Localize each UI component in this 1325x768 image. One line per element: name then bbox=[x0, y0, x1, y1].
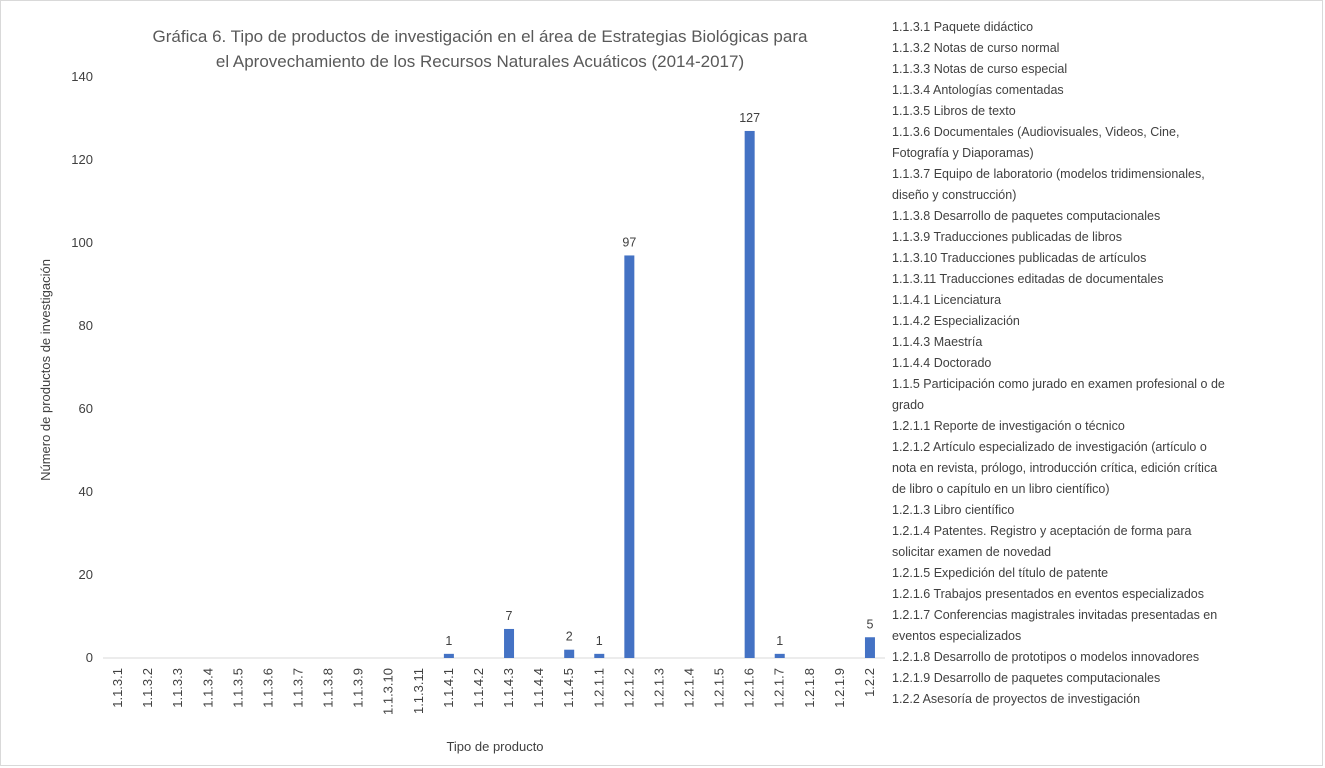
x-tick-label: 1.1.3.2 bbox=[140, 668, 155, 708]
legend-entry: diseño y construcción) bbox=[892, 188, 1017, 202]
y-tick-label: 120 bbox=[71, 152, 93, 167]
data-label: 97 bbox=[622, 235, 636, 249]
x-tick-label: 1.1.3.6 bbox=[260, 668, 275, 708]
legend-entry: 1.1.3.10 Traducciones publicadas de artí… bbox=[892, 251, 1147, 265]
data-label: 7 bbox=[506, 609, 513, 623]
chart-title-line-1: Gráfica 6. Tipo de productos de investig… bbox=[153, 27, 808, 46]
data-label: 1 bbox=[445, 634, 452, 648]
y-tick-label: 60 bbox=[79, 401, 93, 416]
x-tick-label: 1.2.1.9 bbox=[832, 668, 847, 708]
legend-entry: 1.1.4.1 Licenciatura bbox=[892, 293, 1002, 307]
legend-entry: 1.1.3.7 Equipo de laboratorio (modelos t… bbox=[892, 167, 1205, 181]
x-tick-label: 1.2.2 bbox=[862, 668, 877, 697]
bar bbox=[443, 653, 454, 658]
data-label: 1 bbox=[596, 634, 603, 648]
x-tick-label: 1.2.1.7 bbox=[772, 668, 787, 708]
legend-entry: 1.1.3.1 Paquete didáctico bbox=[892, 20, 1034, 34]
legend-entry: de libro o capítulo en un libro científi… bbox=[892, 482, 1110, 496]
legend-entry: 1.1.3.5 Libros de texto bbox=[892, 104, 1016, 118]
legend-entry: 1.2.1.1 Reporte de investigación o técni… bbox=[892, 419, 1125, 433]
bar bbox=[564, 649, 575, 658]
data-label: 1 bbox=[776, 634, 783, 648]
x-tick-label: 1.1.3.1 bbox=[110, 668, 125, 708]
x-axis-label: Tipo de producto bbox=[446, 739, 543, 754]
y-tick-label: 140 bbox=[71, 69, 93, 84]
y-axis-label: Número de productos de investigación bbox=[38, 259, 53, 481]
legend-entry: 1.2.1.3 Libro científico bbox=[892, 503, 1015, 517]
legend-entry: 1.1.4.3 Maestría bbox=[892, 335, 983, 349]
x-tick-label: 1.2.1.4 bbox=[682, 668, 697, 708]
y-tick-label: 0 bbox=[86, 650, 93, 665]
legend-entry: grado bbox=[892, 398, 924, 412]
chart-title-line-2: el Aprovechamiento de los Recursos Natur… bbox=[216, 52, 744, 71]
legend-entry: 1.1.3.11 Traducciones editadas de docume… bbox=[892, 272, 1164, 286]
x-tick-label: 1.1.4.1 bbox=[441, 668, 456, 708]
x-tick-label: 1.1.3.10 bbox=[381, 668, 396, 715]
bar bbox=[624, 255, 635, 658]
x-tick-label: 1.2.1.2 bbox=[621, 668, 636, 708]
legend-entry: eventos especializados bbox=[892, 629, 1022, 643]
x-tick-label: 1.2.1.8 bbox=[802, 668, 817, 708]
x-tick-label: 1.2.1.3 bbox=[651, 668, 666, 708]
x-tick-label: 1.1.4.4 bbox=[531, 668, 546, 708]
x-tick-label: 1.1.3.11 bbox=[411, 668, 426, 714]
legend-entry: 1.1.3.8 Desarrollo de paquetes computaci… bbox=[892, 209, 1161, 223]
x-tick-label: 1.2.1.1 bbox=[591, 668, 606, 708]
x-tick-labels: 1.1.3.1 1.1.3.2 1.1.3.3 1.1.3.4 1.1.3.5 1.1.3… bbox=[110, 668, 877, 715]
legend-entry: 1.1.3.6 Documentales (Audiovisuales, Vid… bbox=[892, 125, 1180, 139]
legend-entry: 1.2.2 Asesoría de proyectos de investiga… bbox=[892, 692, 1141, 706]
data-label: 5 bbox=[866, 617, 873, 631]
legend-entry: 1.2.1.7 Conferencias magistrales invitad… bbox=[892, 608, 1218, 622]
y-tick-labels: 0 20 40 60 80 100 120 140 bbox=[71, 69, 93, 665]
bar bbox=[774, 653, 785, 658]
legend-entry: 1.2.1.5 Expedición del título de patente bbox=[892, 566, 1109, 580]
legend-entry: 1.1.5 Participación como jurado en exame… bbox=[892, 377, 1225, 391]
legend-entry: 1.2.1.6 Trabajos presentados en eventos … bbox=[892, 587, 1205, 601]
data-labels: 1 7 2 1 97 127 1 5 bbox=[445, 111, 873, 648]
y-tick-label: 100 bbox=[71, 235, 93, 250]
legend-entry: 1.2.1.2 Artículo especializado de invest… bbox=[892, 440, 1207, 454]
legend-entry: 1.1.3.2 Notas de curso normal bbox=[892, 41, 1060, 55]
bar bbox=[594, 653, 605, 658]
x-tick-label: 1.1.3.9 bbox=[351, 668, 366, 708]
legend-entry: 1.2.1.8 Desarrollo de prototipos o model… bbox=[892, 650, 1200, 664]
x-tick-label: 1.2.1.5 bbox=[712, 668, 727, 708]
y-tick-label: 20 bbox=[79, 567, 93, 582]
category-legend: 1.1.3.1 Paquete didáctico 1.1.3.2 Notas d… bbox=[892, 17, 1317, 710]
legend-entry: 1.1.3.9 Traducciones publicadas de libro… bbox=[892, 230, 1123, 244]
legend-entry: 1.1.4.4 Doctorado bbox=[892, 356, 992, 370]
legend-entry: 1.1.3.4 Antologías comentadas bbox=[892, 83, 1064, 97]
x-tick-label: 1.1.3.5 bbox=[230, 668, 245, 708]
y-tick-label: 40 bbox=[79, 484, 93, 499]
legend-entry: solicitar examen de novedad bbox=[892, 545, 1052, 559]
legend-entry: 1.2.1.9 Desarrollo de paquetes computaci… bbox=[892, 671, 1161, 685]
bar bbox=[504, 628, 515, 658]
x-tick-label: 1.1.4.3 bbox=[501, 668, 516, 708]
x-tick-label: 1.1.3.4 bbox=[200, 668, 215, 708]
data-label: 127 bbox=[739, 111, 760, 125]
bar bbox=[744, 130, 755, 658]
x-tick-label: 1.2.1.6 bbox=[742, 668, 757, 708]
y-tick-label: 80 bbox=[79, 318, 93, 333]
legend-entry: nota en revista, prólogo, introducción c… bbox=[892, 461, 1218, 475]
bars bbox=[443, 130, 875, 658]
x-tick-label: 1.1.3.8 bbox=[321, 668, 336, 708]
legend-entry: Fotografía y Diaporamas) bbox=[892, 146, 1034, 160]
x-tick-label: 1.1.3.7 bbox=[291, 668, 306, 708]
x-tick-label: 1.1.4.2 bbox=[471, 668, 486, 708]
legend-entry: 1.1.4.2 Especialización bbox=[892, 314, 1020, 328]
x-tick-label: 1.1.3.3 bbox=[170, 668, 185, 708]
legend-entry: 1.1.3.3 Notas de curso especial bbox=[892, 62, 1068, 76]
bar bbox=[864, 637, 875, 658]
legend-entry: 1.2.1.4 Patentes. Registro y aceptación … bbox=[892, 524, 1192, 538]
x-tick-label: 1.1.4.5 bbox=[561, 668, 576, 708]
data-label: 2 bbox=[566, 630, 573, 644]
